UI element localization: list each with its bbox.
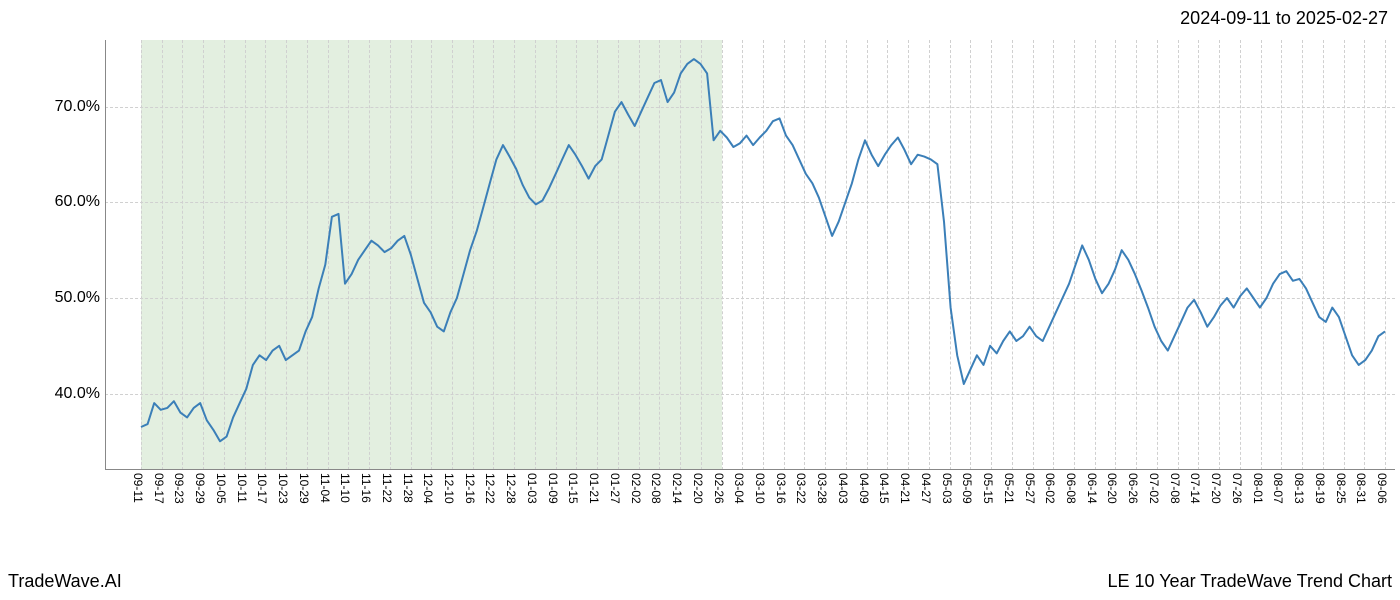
x-tick-label: 10-11 — [235, 473, 249, 503]
x-tick-label: 03-04 — [732, 473, 746, 504]
x-tick-label: 04-03 — [836, 473, 850, 504]
x-tick-label: 10-29 — [297, 473, 311, 504]
x-tick-label: 09-23 — [172, 473, 186, 504]
x-tick-label: 06-02 — [1043, 473, 1057, 504]
x-tick-label: 07-26 — [1230, 473, 1244, 504]
x-tick-label: 02-08 — [649, 473, 663, 504]
x-tick-label: 01-09 — [546, 473, 560, 504]
chart-title: LE 10 Year TradeWave Trend Chart — [1107, 571, 1392, 592]
x-tick-label: 11-10 — [338, 473, 352, 503]
x-tick-label: 06-08 — [1064, 473, 1078, 504]
date-range-label: 2024-09-11 to 2025-02-27 — [1180, 8, 1388, 29]
x-tick-label: 12-10 — [442, 473, 456, 504]
x-tick-label: 10-05 — [214, 473, 228, 504]
x-tick-label: 08-19 — [1313, 473, 1327, 504]
x-tick-label: 07-02 — [1147, 473, 1161, 504]
x-tick-label: 02-26 — [712, 473, 726, 504]
x-tick-label: 02-20 — [691, 473, 705, 504]
y-tick-label: 40.0% — [55, 385, 100, 403]
x-tick-label: 01-15 — [566, 473, 580, 504]
x-tick-label: 03-16 — [774, 473, 788, 504]
x-tick-label: 11-04 — [318, 473, 332, 503]
footer-brand: TradeWave.AI — [8, 571, 122, 592]
x-tick-label: 04-27 — [919, 473, 933, 504]
x-tick-label: 02-02 — [629, 473, 643, 504]
x-tick-label: 05-09 — [960, 473, 974, 504]
x-tick-label: 10-17 — [255, 473, 269, 504]
y-tick-label: 60.0% — [55, 193, 100, 211]
x-tick-label: 06-26 — [1126, 473, 1140, 504]
x-tick-label: 03-10 — [753, 473, 767, 504]
x-tick-label: 07-20 — [1209, 473, 1223, 504]
x-tick-label: 02-14 — [670, 473, 684, 504]
x-tick-label: 09-29 — [193, 473, 207, 504]
x-tick-label: 01-21 — [587, 473, 601, 504]
x-tick-label: 01-03 — [525, 473, 539, 504]
x-tick-label: 05-21 — [1002, 473, 1016, 504]
chart-container: 2024-09-11 to 2025-02-27 40.0% 50.0% 60.0%… — [0, 0, 1400, 600]
x-tick-label: 04-09 — [857, 473, 871, 504]
trend-line — [105, 40, 1395, 470]
x-tick-label: 07-14 — [1188, 473, 1202, 504]
y-tick-label: 50.0% — [55, 289, 100, 307]
x-tick-label: 05-27 — [1023, 473, 1037, 504]
x-tick-label: 12-22 — [483, 473, 497, 504]
x-tick-label: 05-03 — [940, 473, 954, 504]
x-tick-label: 10-23 — [276, 473, 290, 504]
x-tick-label: 03-22 — [794, 473, 808, 504]
plot-area — [105, 40, 1395, 470]
x-tick-label: 01-27 — [608, 473, 622, 504]
x-tick-label: 12-16 — [463, 473, 477, 504]
x-tick-label: 08-13 — [1292, 473, 1306, 504]
x-tick-label: 11-16 — [359, 473, 373, 503]
trend-path — [141, 59, 1385, 441]
x-tick-label: 09-06 — [1375, 473, 1389, 504]
x-tick-label: 06-14 — [1085, 473, 1099, 504]
x-tick-label: 08-07 — [1271, 473, 1285, 504]
x-tick-label: 09-17 — [152, 473, 166, 504]
x-tick-label: 12-28 — [504, 473, 518, 504]
x-tick-label: 11-28 — [401, 473, 415, 503]
x-tick-label: 05-15 — [981, 473, 995, 504]
x-tick-label: 04-21 — [898, 473, 912, 504]
x-tick-label: 09-11 — [131, 473, 145, 503]
x-tick-label: 03-28 — [815, 473, 829, 504]
x-tick-label: 04-15 — [877, 473, 891, 504]
x-tick-label: 06-20 — [1105, 473, 1119, 504]
x-tick-label: 08-25 — [1334, 473, 1348, 504]
x-tick-label: 08-01 — [1251, 473, 1265, 504]
x-tick-label: 12-04 — [421, 473, 435, 504]
x-tick-label: 07-08 — [1168, 473, 1182, 504]
x-tick-label: 08-31 — [1354, 473, 1368, 504]
y-tick-label: 70.0% — [55, 98, 100, 116]
x-tick-label: 11-22 — [380, 473, 394, 503]
